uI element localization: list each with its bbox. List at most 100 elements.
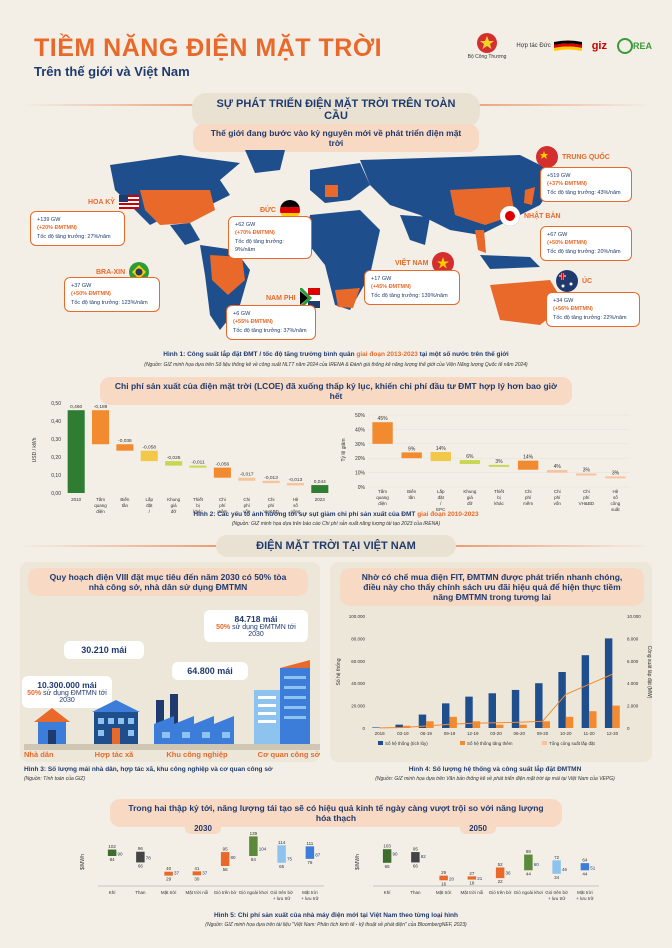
bar-value-label: -0,013 bbox=[289, 477, 303, 483]
year-badge bbox=[460, 822, 496, 834]
x-tick-label: phí bbox=[525, 495, 532, 500]
low-value-label: 66 bbox=[413, 863, 419, 868]
y-tick-label: 100.000 bbox=[349, 614, 366, 619]
x-tick-label: công bbox=[291, 509, 301, 514]
x-tick-label: tần bbox=[409, 495, 416, 500]
high-value-label: 96 bbox=[138, 846, 144, 851]
pill-fit: Nhờ có chế mua điện FIT, ĐMTMN được phát… bbox=[340, 568, 644, 606]
reduction-share-chart: Tỷ lệ giảm 50% 40% 30% 20% 10% 0% 45% Tấmquangđi… bbox=[340, 413, 630, 512]
x-tick-label: 12-19 bbox=[467, 731, 479, 736]
y-tick-label: 20.000 bbox=[351, 704, 365, 709]
x-tick-label: quang bbox=[94, 503, 107, 508]
building-labels: Nhà dân Hợp tác xã Khu công nghiệp Cơ qu… bbox=[24, 750, 320, 759]
share-bar bbox=[488, 464, 510, 467]
bar-value-label: 3% bbox=[612, 470, 620, 476]
bar-value-label: -0,017 bbox=[240, 472, 254, 478]
fig4-caption: Hình 4: Số lượng hệ thống và công suất l… bbox=[408, 766, 582, 773]
callout-japan: NHẬT BẢN bbox=[500, 206, 561, 226]
mid-value-label: 37 bbox=[174, 870, 180, 875]
capacity-line bbox=[379, 673, 613, 729]
pill-pdp8: Quy hoạch điện VIII đặt mục tiêu đến năm… bbox=[28, 568, 308, 596]
usa-region bbox=[140, 190, 215, 225]
y-tick-label: 10% bbox=[355, 471, 366, 477]
cost-range-bar bbox=[495, 867, 505, 879]
x-tick-label: điện bbox=[378, 501, 387, 506]
x-tick-label: 06-19 bbox=[420, 731, 432, 736]
incremental-bar bbox=[542, 721, 550, 728]
x-tick-label: EPC bbox=[436, 507, 446, 512]
usa-flag-icon bbox=[118, 195, 139, 209]
low-value-label: 76 bbox=[307, 860, 313, 865]
waterfall-bar bbox=[286, 483, 304, 486]
x-tick-label: Khung bbox=[463, 489, 477, 494]
fig5-source: (Nguồn: GIZ minh họa dựa trên tài liệu "… bbox=[205, 922, 467, 928]
callout-china-box: +519 GW (+37% ĐMTMN) Tốc độ tăng trưởng: 4… bbox=[540, 167, 632, 202]
bar-value-label: 3% bbox=[495, 459, 503, 465]
mid-value-label: 80 bbox=[230, 855, 236, 860]
y2-tick-label: 10.000 bbox=[627, 614, 641, 619]
rooftop-growth-chart: Số hệ thống Công suất lắp đặt (MW) 100.000… bbox=[336, 614, 652, 746]
fig1-source: (Nguồn: GIZ minh họa dựa trên Số liệu th… bbox=[144, 362, 528, 368]
country-name: HOA KỲ bbox=[88, 198, 115, 206]
high-value-label: 27 bbox=[469, 871, 475, 876]
high-value-label: 111 bbox=[306, 841, 313, 846]
x-tick-label: số bbox=[293, 503, 298, 508]
x-tick-label: Than bbox=[135, 890, 146, 895]
y-tick-label: 0% bbox=[358, 485, 366, 491]
share-bar bbox=[576, 473, 597, 476]
low-value-label: 65 bbox=[385, 864, 391, 869]
y2-axis-label: Công suất lắp đặt (MW) bbox=[646, 646, 652, 699]
x-tick-label: phí bbox=[244, 503, 251, 508]
coop-building-icon bbox=[92, 700, 140, 744]
x-tick-label: số bbox=[613, 495, 618, 500]
german-cooperation-logo: Hợp tác Đức bbox=[516, 39, 582, 53]
legend-label: Tổng công suất lắp đặt bbox=[549, 740, 596, 746]
x-tick-label: 09-20 bbox=[537, 731, 549, 736]
y-tick-label: 0,30 bbox=[51, 437, 61, 443]
y-tick-label: 80.000 bbox=[351, 636, 365, 641]
share-bar bbox=[430, 452, 451, 462]
buildings-illustration bbox=[24, 660, 320, 750]
partner-logos: Bộ Công Thương Hợp tác Đức giz REA bbox=[468, 32, 652, 60]
office-tower-icon bbox=[254, 660, 310, 744]
x-tick-label: Khung bbox=[167, 497, 181, 502]
bar-value-label: 0,460 bbox=[70, 404, 82, 410]
cumulative-bar bbox=[511, 689, 520, 728]
x-tick-label: 12-20 bbox=[607, 731, 619, 736]
callout-usa: HOA KỲ bbox=[68, 195, 139, 209]
y-tick-label: 0 bbox=[362, 726, 365, 731]
low-value-label: 30 bbox=[194, 876, 200, 881]
low-value-label: 22 bbox=[498, 879, 504, 884]
x-tick-label: Gió trên bờ bbox=[270, 890, 293, 895]
cumulative-bar bbox=[395, 724, 403, 728]
x-tick-label: / bbox=[440, 501, 442, 506]
incremental-bar bbox=[472, 721, 481, 728]
x-tick-label: / bbox=[149, 509, 151, 514]
legend-swatch bbox=[378, 741, 383, 745]
x-tick-label: Mặt trời nổi bbox=[461, 889, 484, 895]
cumulative-bar bbox=[604, 638, 613, 728]
cumulative-bar bbox=[488, 693, 496, 728]
waterfall-bar bbox=[311, 485, 329, 493]
waterfall-bar bbox=[140, 450, 158, 462]
y-axis-label: USD / kWh bbox=[32, 437, 38, 462]
vietnam-region bbox=[475, 230, 486, 253]
bar-value-label: 6% bbox=[466, 454, 474, 460]
share-bar bbox=[372, 422, 393, 444]
high-value-label: 41 bbox=[194, 866, 200, 871]
low-value-label: 84 bbox=[110, 857, 116, 862]
callout-australia: ÚC bbox=[556, 270, 592, 292]
low-value-label: 34 bbox=[554, 875, 560, 880]
x-tick-label: giá bbox=[171, 503, 178, 508]
fig3-source: (Nguồn: Tính toán của GIZ) bbox=[24, 776, 86, 782]
x-tick-label: Chi bbox=[243, 497, 250, 502]
vietnam-flag-icon bbox=[432, 252, 455, 274]
x-tick-label: Chi bbox=[525, 489, 532, 494]
x-tick-label: Lắp bbox=[437, 488, 445, 494]
y-tick-label: 40% bbox=[355, 427, 366, 433]
x-tick-label: Lắp bbox=[146, 496, 154, 502]
x-tick-label: 03-20 bbox=[490, 731, 502, 736]
callout-brazil-box: +37 GW (+50% ĐMTMN) Tốc độ tăng trưởng: 12… bbox=[64, 277, 160, 312]
cumulative-bar bbox=[372, 727, 380, 728]
cumulative-bar bbox=[465, 696, 473, 728]
